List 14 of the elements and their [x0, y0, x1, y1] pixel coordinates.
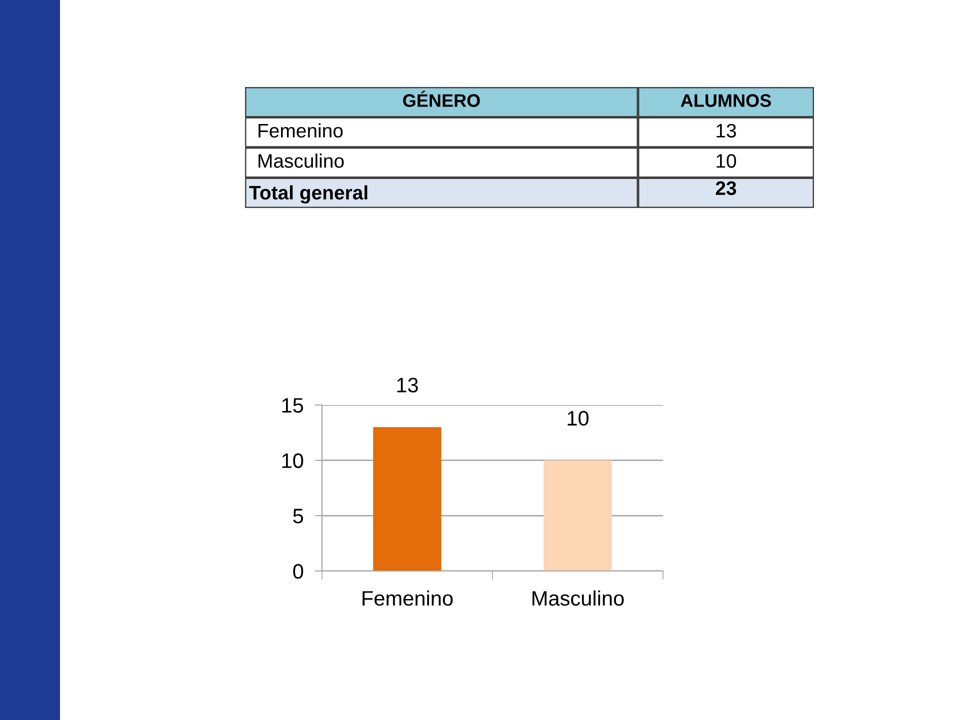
y-tick-label: 10: [282, 453, 304, 468]
text: ALUMNOS: [680, 94, 771, 107]
data-label: 10: [568, 410, 589, 426]
text: GÉNERO: [403, 90, 480, 107]
text: Femenino: [258, 123, 343, 138]
text: 13: [716, 124, 736, 138]
text: 10: [716, 154, 736, 168]
text: Total general: [249, 185, 368, 204]
y-tick-label: 15: [282, 398, 304, 413]
data-label: 13: [397, 378, 418, 392]
text: Masculino: [258, 154, 344, 168]
y-tick-label: 0: [293, 564, 304, 579]
y-tick-label: 5: [293, 508, 304, 524]
text: 23: [716, 181, 736, 196]
